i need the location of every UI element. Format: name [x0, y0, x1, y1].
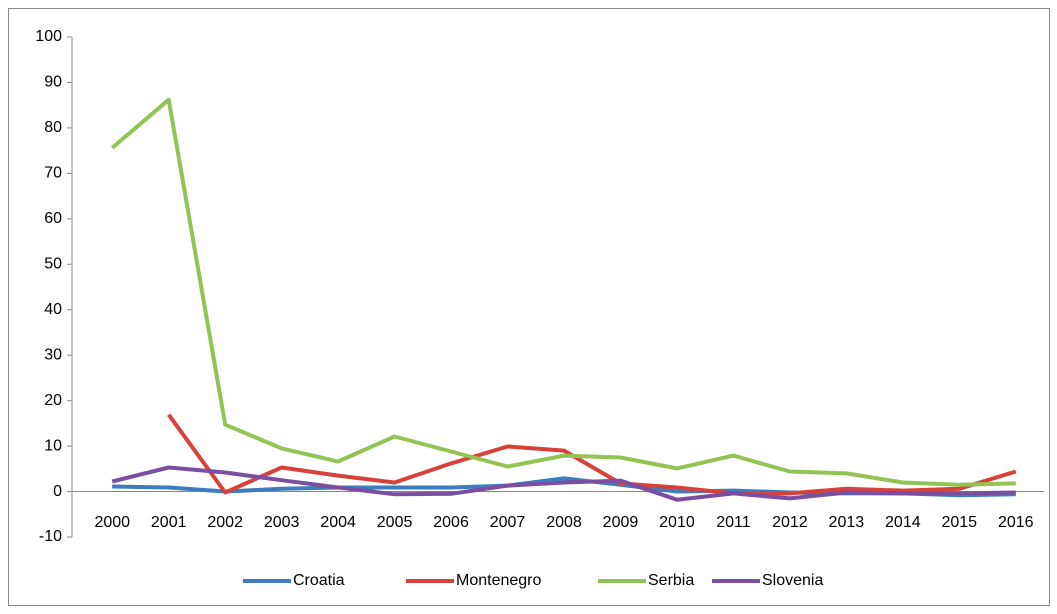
legend-label: Serbia: [648, 572, 694, 589]
y-tick-label: 30: [44, 346, 62, 363]
y-tick-label: 80: [44, 119, 62, 136]
x-tick-label: 2003: [264, 514, 300, 531]
x-tick-label: 2011: [716, 514, 751, 531]
y-tick-label: 90: [44, 74, 62, 91]
y-tick-label: 40: [44, 301, 62, 318]
x-tick-label: 2009: [603, 514, 639, 531]
x-tick-label: 2000: [94, 514, 130, 531]
y-tick-label: -10: [39, 528, 62, 545]
y-tick-label: 50: [44, 255, 62, 272]
x-tick-label: 2014: [885, 514, 921, 531]
x-tick-label: 2002: [207, 514, 243, 531]
y-tick-label: 20: [44, 392, 62, 409]
x-tick-label: 2006: [433, 514, 469, 531]
x-tick-label: 2016: [998, 514, 1034, 531]
x-tick-label: 2001: [151, 514, 187, 531]
legend-label: Slovenia: [762, 572, 823, 589]
series-line: [110, 97, 1016, 487]
x-tick-label: 2013: [829, 514, 865, 531]
x-tick-label: 2012: [772, 514, 808, 531]
series-line: [167, 413, 1017, 496]
legend-label: Croatia: [293, 572, 345, 589]
y-tick-label: 10: [44, 437, 62, 454]
y-tick-label: 70: [44, 165, 62, 182]
x-tick-label: 2004: [320, 514, 356, 531]
x-tick-label: 2007: [490, 514, 526, 531]
legend-label: Montenegro: [456, 572, 541, 589]
y-tick-label: 0: [53, 483, 62, 500]
chart-border: [8, 8, 1050, 606]
y-tick-label: 60: [44, 210, 62, 227]
x-tick-label: 2010: [659, 514, 695, 531]
x-tick-label: 2005: [377, 514, 413, 531]
x-tick-label: 2008: [546, 514, 582, 531]
series-line: [111, 465, 1016, 502]
y-tick-label: 100: [35, 28, 62, 45]
x-tick-label: 2015: [941, 514, 977, 531]
